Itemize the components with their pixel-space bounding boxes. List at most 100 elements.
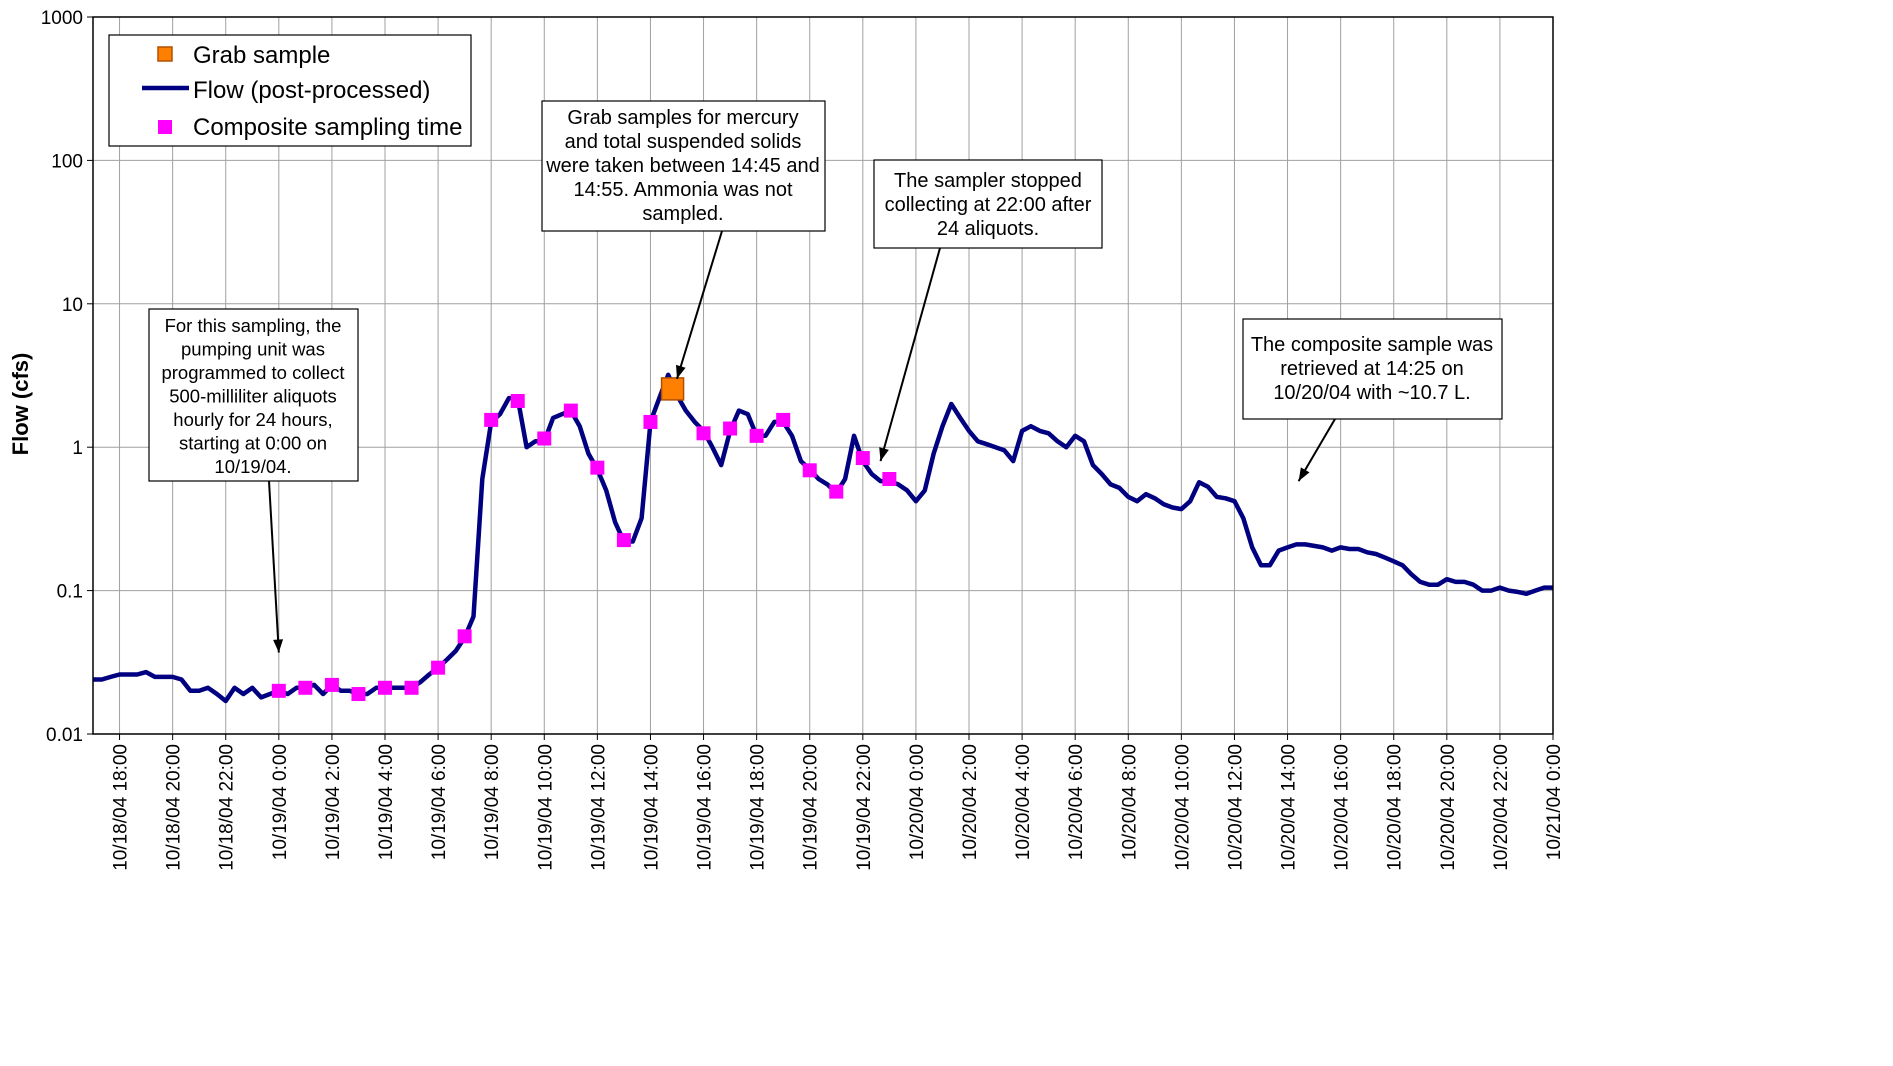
annotation-text-line: 500-milliliter aliquots [169,386,337,407]
composite-sample-marker [324,677,339,692]
annotation-text-line: pumping unit was [181,339,325,360]
composite-sample-marker [855,451,870,466]
x-tick-label: 10/19/04 12:00 [588,744,609,871]
y-tick-label: 100 [51,151,83,172]
legend-entry: Grab sample [193,42,330,69]
annotation-text-line: hourly for 24 hours, [173,409,332,430]
annotation-text-line: The sampler stopped [894,170,1082,192]
annotation-text-line: sampled. [642,203,723,225]
composite-sample-marker [590,460,605,475]
annotation-text-line: retrieved at 14:25 on [1280,358,1463,380]
legend-entry: Composite sampling time [193,114,462,141]
x-tick-label: 10/19/04 18:00 [748,744,769,871]
annotation-arrow-head [676,364,686,379]
annotation-text-line: The composite sample was [1251,334,1493,356]
x-tick-label: 10/20/04 0:00 [907,744,928,860]
x-tick-label: 10/20/04 16:00 [1332,744,1353,871]
composite-sample-marker [776,412,791,427]
grab-sample-marker [660,377,685,401]
y-tick-label: 10 [62,295,83,316]
composite-sample-marker [271,683,286,698]
composite-sample-marker [431,660,446,675]
x-tick-label: 10/19/04 10:00 [535,744,556,871]
annotation-arrow-line [268,480,280,653]
annotation-text-line: starting at 0:00 on [179,433,327,454]
annotation-text-line: collecting at 22:00 after [885,194,1092,216]
annotation-box [1242,318,1503,420]
composite-sample-marker [298,680,313,695]
annotation-text-line: and total suspended solids [565,131,802,153]
composite-sample-marker [749,428,764,443]
composite-sample-marker [696,426,711,441]
x-tick-label: 10/19/04 2:00 [323,744,344,860]
legend: Grab sample Flow (post-processed) Composit… [108,34,472,147]
annotation-text-line: programmed to collect [161,362,344,383]
annotation-box [873,159,1103,249]
composite-sample-marker [882,472,897,487]
y-tick-label: 0.01 [46,725,83,746]
composite-sample-marker [537,431,552,446]
annotation-arrow-head [1298,467,1310,482]
x-tick-label: 10/19/04 0:00 [270,744,291,860]
annotation-arrow-head [879,447,889,462]
annotation-text-line: 24 aliquots. [937,218,1039,240]
x-tick-label: 10/19/04 4:00 [376,744,397,860]
x-tick-label: 10/18/04 20:00 [164,744,185,871]
axis-layer: 0.01 0.1 1 10 100 1000 10/18/04 18:00 10/18/04 … [41,8,1565,871]
legend-grab-marker [157,46,173,62]
annotation-text-line: were taken between 14:45 and [545,155,820,177]
composite-sample-marker [457,629,472,644]
x-tick-label: 10/19/04 16:00 [695,744,716,871]
annotation-text-line: 10/20/04 with ~10.7 L. [1273,382,1470,404]
composite-sample-marker [563,403,578,418]
composite-sample-marker [510,393,525,408]
y-tick-label: 0.1 [57,582,83,603]
composite-sample-marker [484,412,499,427]
x-tick-label: 10/19/04 22:00 [854,744,875,871]
series-layer [93,372,1553,704]
composite-sample-marker [351,687,366,702]
composite-sample-marker [404,680,419,695]
annotation-arrow-head [273,639,284,653]
legend-entry: Flow (post-processed) [193,77,430,104]
x-tick-label: 10/19/04 8:00 [482,744,503,860]
x-tick-label: 10/20/04 18:00 [1385,744,1406,871]
annotation-arrow-line [676,230,723,380]
composite-sample-marker [378,680,392,695]
composite-sample-marker [643,414,658,429]
annotation-text-line: 14:55. Ammonia was not [573,179,792,201]
x-tick-label: 10/20/04 2:00 [960,744,981,860]
x-tick-label: 10/19/04 14:00 [641,744,662,871]
annotation-box [148,308,359,482]
composite-sample-marker [829,484,844,499]
x-tick-label: 10/20/04 12:00 [1225,744,1246,871]
x-tick-label: 10/19/04 6:00 [429,744,450,860]
x-tick-label: 10/20/04 6:00 [1066,744,1087,860]
x-tick-label: 10/20/04 20:00 [1438,744,1459,871]
x-tick-label: 10/18/04 22:00 [217,744,238,871]
x-tick-label: 10/20/04 22:00 [1491,744,1512,871]
y-axis-label: Flow (cfs) [8,353,33,456]
composite-sample-marker [616,533,631,548]
annotation-text-line: Grab samples for mercury [567,107,798,129]
composite-sample-marker [723,421,738,436]
legend-composite-marker [158,120,172,134]
composite-sample-marker [802,463,817,478]
x-tick-label: 10/20/04 4:00 [1013,744,1034,860]
x-tick-label: 10/19/04 20:00 [801,744,822,871]
x-tick-label: 10/20/04 14:00 [1279,744,1300,871]
annotation-note1: For this sampling, the pumping unit waspr… [148,308,359,653]
annotation-arrow-line [879,247,941,462]
x-tick-label: 10/20/04 8:00 [1119,744,1140,860]
annotation-text-line: For this sampling, the [165,315,342,336]
x-tick-label: 10/18/04 18:00 [111,744,132,871]
x-tick-label: 10/20/04 10:00 [1172,744,1193,871]
annotations: For this sampling, the pumping unit waspr… [148,100,1503,653]
x-tick-label: 10/21/04 0:00 [1544,744,1565,860]
annotation-box [541,100,826,232]
plot-area-border [92,16,1554,735]
